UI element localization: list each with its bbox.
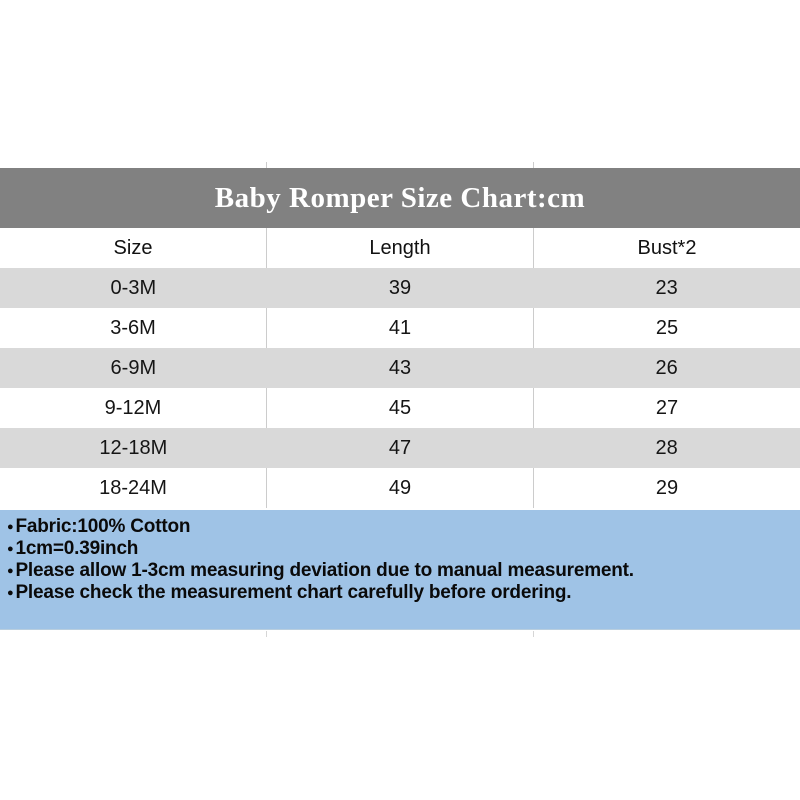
cell-length: 49 [266, 468, 533, 508]
table-row: 6-9M 43 26 [0, 348, 800, 388]
table-header-row: Size Length Bust*2 [0, 228, 800, 268]
cell-size: 9-12M [104, 396, 162, 419]
note-line: ● Please check the measurement chart car… [7, 582, 790, 604]
table-row: 9-12M 45 27 [0, 388, 800, 428]
chart-title-bar: Baby Romper Size Chart:cm [0, 168, 800, 228]
cell-bust: 29 [533, 468, 800, 508]
column-divider-stub [533, 162, 534, 168]
chart-title: Baby Romper Size Chart:cm [214, 181, 586, 214]
table-row: 3-6M 41 25 [0, 308, 800, 348]
header-cell-size: Size [113, 236, 153, 259]
notes-panel: ● Fabric:100% Cotton ● 1cm=0.39inch ● Pl… [0, 510, 800, 630]
cell-length: 45 [266, 388, 533, 428]
table-row: 0-3M 39 23 [0, 268, 800, 308]
cell-size: 18-24M [99, 476, 167, 499]
bullet-icon: ● [7, 521, 14, 533]
cell-length: 39 [388, 276, 412, 299]
cell-length: 43 [388, 356, 412, 379]
cell-bust: 25 [533, 308, 800, 348]
cell-size: 12-18M [99, 436, 168, 459]
header-cell-length: Length [266, 228, 533, 268]
column-divider-stub [266, 162, 267, 168]
cell-bust: 28 [655, 436, 678, 459]
column-divider-stub [533, 631, 534, 637]
size-chart-table: Baby Romper Size Chart:cm Size Length Bu… [0, 168, 800, 630]
cell-size: 3-6M [110, 316, 156, 339]
note-line: ● Fabric:100% Cotton [7, 516, 790, 538]
column-divider-stub [266, 631, 267, 637]
bullet-icon: ● [7, 543, 14, 555]
cell-bust: 26 [655, 356, 678, 379]
note-text: Please check the measurement chart caref… [15, 582, 572, 603]
cell-length: 41 [266, 308, 533, 348]
table-row: 18-24M 49 29 [0, 468, 800, 508]
table-row: 12-18M 47 28 [0, 428, 800, 468]
cell-bust: 23 [655, 276, 678, 299]
bullet-icon: ● [7, 587, 14, 599]
cell-size: 6-9M [110, 356, 157, 379]
bullet-icon: ● [7, 565, 14, 577]
cell-size: 0-3M [110, 276, 157, 299]
note-text: Please allow 1-3cm measuring deviation d… [15, 560, 634, 581]
cell-bust: 27 [533, 388, 800, 428]
note-line: ● Please allow 1-3cm measuring deviation… [7, 560, 790, 582]
header-cell-bust: Bust*2 [533, 228, 800, 268]
note-text: Fabric:100% Cotton [15, 516, 191, 537]
note-text: 1cm=0.39inch [15, 538, 139, 559]
note-line: ● 1cm=0.39inch [7, 538, 790, 560]
cell-length: 47 [388, 436, 412, 459]
